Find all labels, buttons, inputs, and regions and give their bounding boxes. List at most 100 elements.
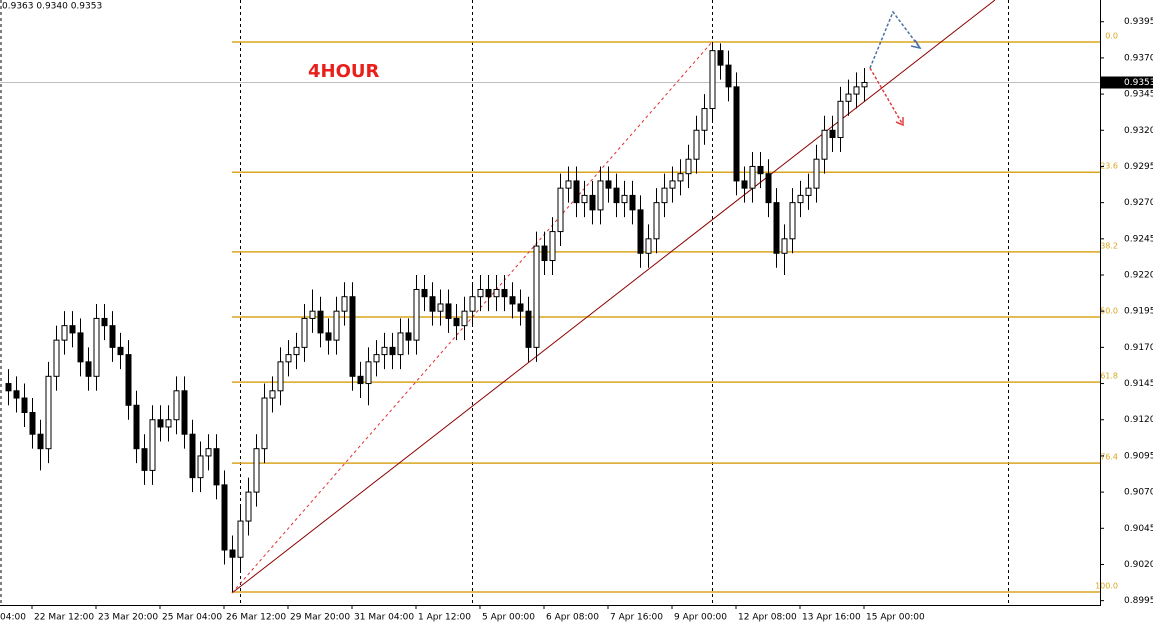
fibonacci: 0.0 23.6 38.2 50.0 61.8 76.4 100.0 bbox=[232, 31, 1118, 593]
x-tick-label: 13 Apr 16:00 bbox=[802, 613, 861, 623]
candle-body bbox=[301, 317, 308, 348]
candle-body bbox=[765, 173, 772, 204]
y-tick-label: 0.9345 bbox=[1124, 90, 1153, 100]
fib-label: 50.0 bbox=[1100, 306, 1118, 315]
candle-body bbox=[53, 339, 60, 377]
x-tick-label: 29 Mar 20:00 bbox=[290, 613, 350, 623]
arrow-head bbox=[895, 117, 904, 127]
candle-body bbox=[157, 419, 164, 428]
candle-body bbox=[653, 202, 660, 240]
candle-body bbox=[797, 194, 804, 204]
candle-body bbox=[141, 448, 148, 471]
candle-body bbox=[45, 375, 52, 450]
candle-body bbox=[557, 187, 564, 233]
candle-body bbox=[789, 202, 796, 240]
candle-body bbox=[165, 419, 172, 428]
candle-body bbox=[325, 332, 332, 341]
candle-body bbox=[285, 354, 292, 363]
candle-body bbox=[533, 245, 540, 348]
candle-body bbox=[549, 231, 556, 262]
y-tick-label: 0.9145 bbox=[1124, 379, 1153, 389]
candle-body bbox=[213, 448, 220, 486]
y-tick-label: 0.9120 bbox=[1124, 415, 1153, 425]
candle-body bbox=[733, 86, 740, 182]
y-tick-label: 0.9170 bbox=[1124, 343, 1153, 353]
candle-body bbox=[621, 194, 628, 204]
x-tick-label: 04:00 bbox=[0, 613, 26, 623]
candle-body bbox=[693, 129, 700, 160]
candle-body bbox=[517, 303, 524, 312]
candle-body bbox=[717, 50, 724, 66]
y-tick-label: 0.9295 bbox=[1124, 162, 1153, 172]
candle-body bbox=[749, 165, 756, 189]
candle-body bbox=[373, 354, 380, 363]
y-tick-label: 0.9370 bbox=[1124, 53, 1153, 63]
candle-body bbox=[69, 325, 76, 334]
fib-label: 0.0 bbox=[1105, 31, 1118, 40]
candle-body bbox=[701, 108, 708, 131]
candle-body bbox=[189, 433, 196, 479]
candle-body bbox=[61, 325, 68, 341]
candle-body bbox=[605, 180, 612, 189]
candle-body bbox=[29, 412, 36, 435]
candle-body bbox=[485, 288, 492, 298]
candle-body bbox=[445, 303, 452, 319]
candle-body bbox=[477, 288, 484, 298]
candle-body bbox=[21, 397, 28, 413]
fib-label: 61.8 bbox=[1100, 372, 1118, 381]
axes: 0.9395 0.9370 0.9345 0.9320 0.9295 0.9270 0.92… bbox=[0, 17, 1153, 623]
x-tick-label: 5 Apr 00:00 bbox=[482, 613, 535, 623]
candle-body bbox=[829, 129, 836, 138]
candle-body bbox=[509, 296, 516, 305]
chart-title: 4HOUR bbox=[308, 61, 380, 82]
candle-body bbox=[309, 310, 316, 319]
candle-body bbox=[77, 332, 84, 363]
candle-body bbox=[629, 194, 636, 211]
y-tick-label: 0.9220 bbox=[1124, 271, 1153, 281]
candle-body bbox=[413, 288, 420, 341]
fib-label: 100.0 bbox=[1095, 581, 1118, 590]
candle-body bbox=[293, 346, 300, 356]
x-tick-label: 25 Mar 04:00 bbox=[162, 613, 222, 623]
y-tick-label: 0.9395 bbox=[1124, 17, 1153, 27]
candle-body bbox=[853, 86, 860, 95]
candle-body bbox=[13, 390, 20, 399]
candle-body bbox=[589, 194, 596, 211]
candle-body bbox=[677, 173, 684, 182]
candle-body bbox=[205, 448, 212, 457]
candle-body bbox=[5, 383, 12, 392]
candles bbox=[5, 41, 868, 592]
candle-body bbox=[469, 296, 476, 312]
candle-body bbox=[805, 187, 812, 196]
y-tick-label: 0.9095 bbox=[1124, 451, 1153, 461]
trend-line bbox=[231, 0, 996, 594]
x-tick-label: 26 Mar 12:00 bbox=[226, 613, 286, 623]
y-tick-label: 0.9020 bbox=[1124, 560, 1153, 570]
y-tick-label: 0.9045 bbox=[1124, 524, 1153, 534]
candle-body bbox=[597, 180, 604, 211]
candle-body bbox=[837, 100, 844, 138]
candle-body bbox=[429, 296, 436, 312]
candle-body bbox=[101, 317, 108, 327]
arrow-head bbox=[910, 39, 922, 50]
candle-body bbox=[725, 64, 732, 88]
candle-body bbox=[741, 180, 748, 189]
candle-body bbox=[221, 484, 228, 551]
candle-body bbox=[397, 332, 404, 356]
candle-body bbox=[117, 346, 124, 356]
candle-body bbox=[813, 158, 820, 189]
y-tick-label: 0.9070 bbox=[1124, 488, 1153, 498]
candle-body bbox=[277, 361, 284, 392]
candle-body bbox=[333, 310, 340, 341]
x-tick-label: 7 Apr 16:00 bbox=[610, 613, 663, 623]
candle-body bbox=[245, 491, 252, 522]
fib-label: 23.6 bbox=[1100, 162, 1118, 171]
candle-body bbox=[645, 238, 652, 254]
candle-body bbox=[573, 180, 580, 204]
candle-body bbox=[565, 180, 572, 189]
candle-body bbox=[757, 165, 764, 175]
candle-body bbox=[133, 404, 140, 450]
y-tick-label: 0.9270 bbox=[1124, 198, 1153, 208]
scenario-up bbox=[869, 10, 921, 69]
